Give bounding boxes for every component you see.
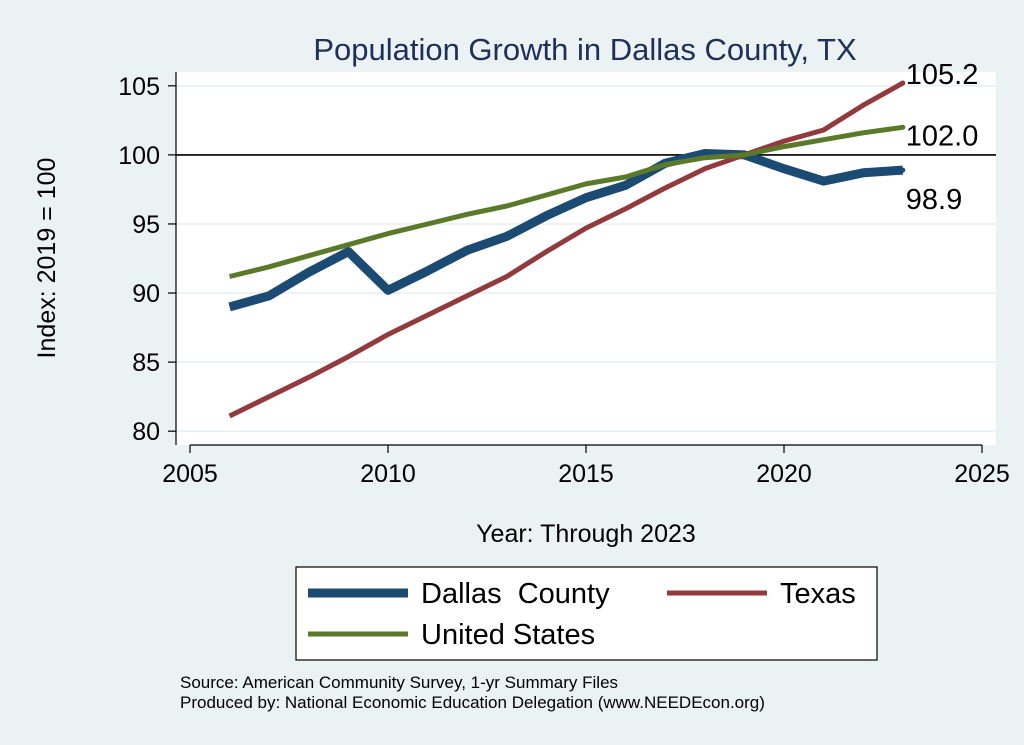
- producer-note: Produced by: National Economic Education…: [180, 693, 765, 712]
- series-line-united-states: [229, 124, 904, 279]
- end-value-label: 102.0: [906, 120, 979, 152]
- x-tick-label: 2005: [162, 460, 218, 488]
- y-tick-label: 95: [132, 211, 160, 239]
- x-tick-label: 2010: [360, 460, 416, 488]
- y-tick-label: 85: [132, 349, 160, 377]
- y-tick-label: 100: [118, 142, 160, 170]
- y-tick-label: 90: [132, 280, 160, 308]
- y-tick-label: 105: [118, 73, 160, 101]
- end-point: [900, 80, 906, 86]
- gridlines: [176, 85, 996, 432]
- legend-label: Texas: [780, 578, 856, 610]
- x-tick-label: 2020: [756, 460, 812, 488]
- y-axis-label: Index: 2019 = 100: [33, 158, 61, 359]
- legend-label: United States: [421, 619, 595, 651]
- y-tick-label: 80: [132, 418, 160, 446]
- end-point: [900, 167, 906, 173]
- chart-title: Population Growth in Dallas County, TX: [313, 32, 857, 67]
- series-line-dallas-county: [228, 149, 904, 312]
- end-value-label: 105.2: [906, 59, 979, 91]
- x-axis-label: Year: Through 2023: [476, 520, 696, 548]
- legend: Dallas County Texas United States: [308, 578, 856, 651]
- legend-label: Dallas County: [421, 578, 610, 610]
- x-axis-ticks: 2005 2010 2015 2020 2025: [162, 445, 1010, 488]
- legend-box: [295, 566, 878, 661]
- series-lines: [228, 80, 905, 419]
- source-note: Source: American Community Survey, 1-yr …: [180, 673, 618, 692]
- x-tick-label: 2015: [558, 460, 614, 488]
- y-axis-ticks: 80 85 90 95 100 105: [118, 73, 176, 446]
- end-value-label: 98.9: [906, 184, 962, 216]
- end-labels: 98.9 105.2 102.0: [900, 59, 978, 216]
- series-line-texas: [228, 80, 905, 419]
- x-tick-label: 2025: [954, 460, 1010, 488]
- end-point: [900, 124, 906, 130]
